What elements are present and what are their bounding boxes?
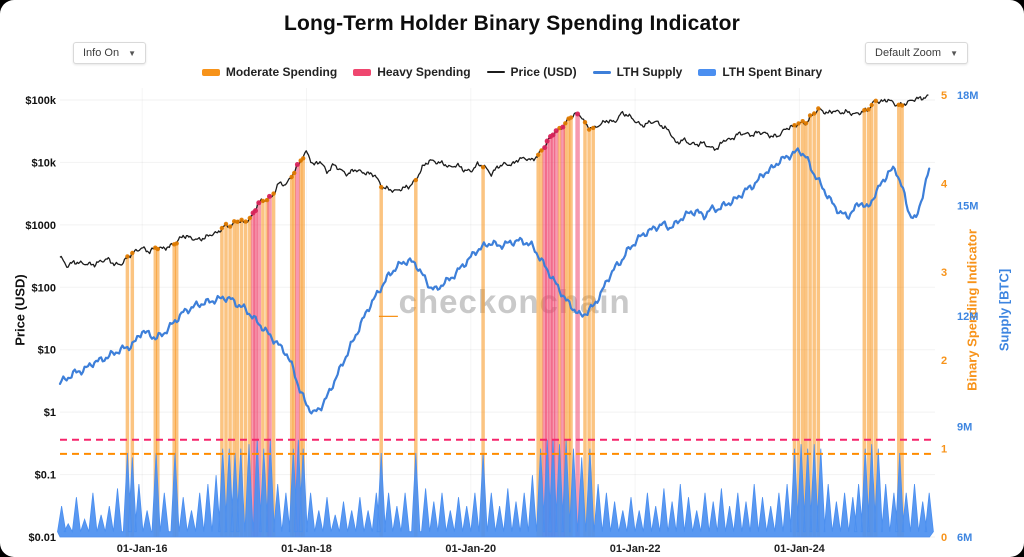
lth-supply-line — [58, 147, 931, 415]
legend: Moderate Spending Heavy Spending Price (… — [0, 65, 1024, 79]
binary-tick-label: 5 — [941, 90, 947, 102]
zoom-dropdown[interactable]: Default Zoom ▼ — [865, 42, 968, 64]
heavy-spending-swatch-icon — [353, 68, 372, 76]
price-tick-label: $1 — [44, 407, 56, 419]
legend-label: LTH Spent Binary — [722, 65, 823, 79]
binary-tick-label: 2 — [941, 355, 947, 367]
spending-bands — [125, 100, 904, 537]
price-tick-label: $10 — [38, 345, 56, 357]
x-tick-label: 01-Jan-18 — [281, 543, 332, 555]
binary-tick-label: 0 — [941, 532, 947, 544]
price-tick-label: $100k — [25, 95, 56, 107]
legend-item-heavy-spending[interactable]: Heavy Spending — [353, 65, 471, 79]
price-tick-label: $0.01 — [28, 532, 56, 544]
x-tick-label: 01-Jan-22 — [610, 543, 661, 555]
moderate-spending-swatch-icon — [201, 68, 220, 76]
lth-spent-binary-area — [57, 439, 934, 538]
legend-label: Price (USD) — [510, 65, 577, 79]
band-cap-dots — [125, 98, 905, 259]
chevron-down-icon: ▼ — [950, 48, 958, 58]
binary-tick-label: 4 — [941, 178, 948, 190]
threshold-lines — [60, 438, 935, 455]
zoom-dropdown-label: Default Zoom — [875, 47, 942, 59]
legend-item-lth-supply[interactable]: LTH Supply — [592, 65, 683, 79]
price-tick-label: $0.1 — [35, 470, 56, 482]
supply-tick-label: 15M — [957, 201, 978, 213]
legend-item-price[interactable]: Price (USD) — [486, 65, 577, 79]
price-tick-label: $10k — [32, 157, 57, 169]
price-tick-label: $100 — [32, 282, 56, 294]
x-tick-label: 01-Jan-16 — [117, 543, 168, 555]
info-dropdown[interactable]: Info On ▼ — [73, 42, 146, 64]
legend-label: Heavy Spending — [377, 65, 471, 79]
watermark-underscore: _ — [379, 283, 399, 320]
legend-item-moderate-spending[interactable]: Moderate Spending — [201, 65, 338, 79]
axis-tick-labels: $100k $10k $1000 $100 $10 $1 $0.1 $0.01 01-Jan-1… — [25, 90, 978, 555]
supply-tick-label: 6M — [957, 532, 972, 544]
lth-spent-binary-swatch-icon — [698, 68, 717, 76]
price-line — [59, 94, 929, 269]
supply-tick-label: 18M — [957, 90, 978, 102]
legend-label: Moderate Spending — [225, 65, 338, 79]
price-tick-label: $1000 — [25, 220, 56, 232]
chevron-down-icon: ▼ — [128, 48, 136, 58]
supply-tick-label: 9M — [957, 422, 972, 434]
info-dropdown-label: Info On — [83, 47, 120, 59]
binary-tick-label: 1 — [941, 444, 947, 456]
x-tick-label: 01-Jan-24 — [774, 543, 826, 555]
lth-supply-swatch-icon — [592, 70, 611, 74]
price-line-swatch-icon — [486, 71, 505, 73]
supply-tick-label: 12M — [957, 311, 978, 323]
x-tick-label: 01-Jan-20 — [445, 543, 496, 555]
legend-item-lth-spent-binary[interactable]: LTH Spent Binary — [698, 65, 822, 79]
binary-tick-label: 3 — [941, 267, 947, 279]
page-title: Long-Term Holder Binary Spending Indicat… — [283, 12, 741, 35]
legend-label: LTH Supply — [616, 65, 683, 79]
